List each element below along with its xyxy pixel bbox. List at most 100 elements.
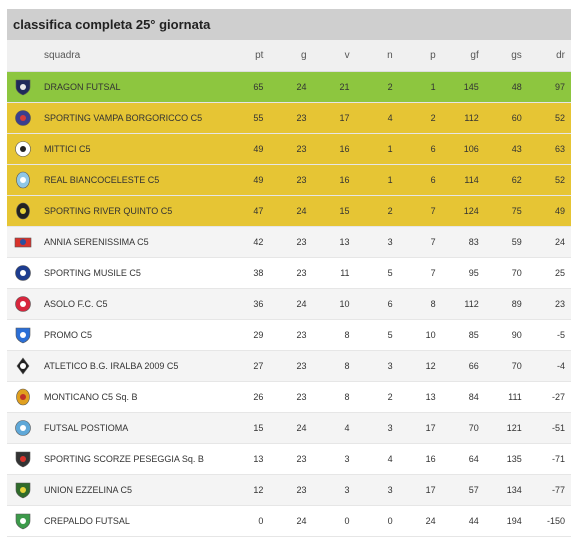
team-logo-cell <box>7 257 39 289</box>
team-name[interactable]: SPORTING MUSILE C5 <box>38 257 227 289</box>
ezzelina-badge-icon <box>15 482 30 498</box>
stat-pt: 12 <box>226 474 270 506</box>
stat-gs: 62 <box>484 164 528 196</box>
stat-pt: 26 <box>226 381 270 413</box>
table-row[interactable]: SPORTING SCORZE PESEGGIA Sq. B 13 23 3 4 16 64… <box>7 443 571 475</box>
team-name[interactable]: DRAGON FUTSAL <box>38 71 227 103</box>
stat-n: 3 <box>355 226 399 258</box>
stat-p: 1 <box>398 71 442 103</box>
team-logo-cell <box>7 164 39 196</box>
header-dr[interactable]: dr <box>527 40 571 72</box>
table-row[interactable]: SPORTING VAMPA BORGORICCO C5 55 23 17 4 2 112 6… <box>7 102 571 134</box>
stat-gf: 44 <box>441 505 485 537</box>
team-name[interactable]: MITTICI C5 <box>38 133 227 165</box>
table-row[interactable]: SPORTING MUSILE C5 38 23 11 5 7 95 70 25 <box>7 257 571 289</box>
stat-g: 24 <box>269 71 313 103</box>
header-pt[interactable]: pt <box>226 40 270 72</box>
table-row[interactable]: ANNIA SERENISSIMA C5 42 23 13 3 7 83 59 24 <box>7 226 571 258</box>
team-name[interactable]: REAL BIANCOCELESTE C5 <box>38 164 227 196</box>
stat-pt: 36 <box>226 288 270 320</box>
team-name[interactable]: ANNIA SERENISSIMA C5 <box>38 226 227 258</box>
header-v[interactable]: v <box>312 40 356 72</box>
musile-badge-icon <box>14 264 31 281</box>
team-name[interactable]: SPORTING VAMPA BORGORICCO C5 <box>38 102 227 134</box>
stat-n: 1 <box>355 164 399 196</box>
stat-pt: 29 <box>226 319 270 351</box>
stat-g: 24 <box>269 412 313 444</box>
stat-p: 7 <box>398 195 442 227</box>
table-row[interactable]: MITTICI C5 49 23 16 1 6 106 43 63 <box>7 133 571 165</box>
stat-p: 6 <box>398 164 442 196</box>
stat-v: 17 <box>312 102 356 134</box>
team-name[interactable]: ASOLO F.C. C5 <box>38 288 227 320</box>
stat-dr: 23 <box>527 288 571 320</box>
team-name[interactable]: SPORTING RIVER QUINTO C5 <box>38 195 227 227</box>
stat-dr: 24 <box>527 226 571 258</box>
stat-n: 0 <box>355 505 399 537</box>
stat-dr: 49 <box>527 195 571 227</box>
header-p[interactable]: p <box>398 40 442 72</box>
stat-gf: 83 <box>441 226 485 258</box>
team-logo-cell <box>7 350 39 382</box>
header-logo-cell <box>7 40 39 72</box>
stat-v: 21 <box>312 71 356 103</box>
table-row[interactable]: PROMO C5 29 23 8 5 10 85 90 -5 <box>7 319 571 351</box>
table-row[interactable]: REAL BIANCOCELESTE C5 49 23 16 1 6 114 62 52 <box>7 164 571 196</box>
table-row[interactable]: UNION EZZELINA C5 12 23 3 3 17 57 134 -77 <box>7 474 571 506</box>
stat-v: 0 <box>312 505 356 537</box>
header-squadra[interactable]: squadra <box>38 40 227 72</box>
header-g[interactable]: g <box>269 40 313 72</box>
stat-gs: 194 <box>484 505 528 537</box>
crepaldo-badge-icon <box>15 513 30 529</box>
team-logo-cell <box>7 226 39 258</box>
table-row[interactable]: ATLETICO B.G. IRALBA 2009 C5 27 23 8 3 12 66 70… <box>7 350 571 382</box>
stat-pt: 0 <box>226 505 270 537</box>
team-name[interactable]: ATLETICO B.G. IRALBA 2009 C5 <box>38 350 227 382</box>
team-name[interactable]: MONTICANO C5 Sq. B <box>38 381 227 413</box>
table-row[interactable]: CREPALDO FUTSAL 0 24 0 0 24 44 194 -150 <box>7 505 571 537</box>
stat-pt: 13 <box>226 443 270 475</box>
team-name[interactable]: SPORTING SCORZE PESEGGIA Sq. B <box>38 443 227 475</box>
table-row[interactable]: MONTICANO C5 Sq. B 26 23 8 2 13 84 111 -27 <box>7 381 571 413</box>
header-gs[interactable]: gs <box>484 40 528 72</box>
river-quinto-badge-icon <box>15 202 30 219</box>
table-row[interactable]: SPORTING RIVER QUINTO C5 47 24 15 2 7 124 75 49 <box>7 195 571 227</box>
stat-gs: 89 <box>484 288 528 320</box>
stat-p: 24 <box>398 505 442 537</box>
biancoceleste-badge-icon <box>15 171 30 188</box>
stat-dr: -5 <box>527 319 571 351</box>
header-n[interactable]: n <box>355 40 399 72</box>
table-row[interactable]: DRAGON FUTSAL 65 24 21 2 1 145 48 97 <box>7 71 571 103</box>
stat-pt: 65 <box>226 71 270 103</box>
stat-n: 4 <box>355 443 399 475</box>
stat-v: 15 <box>312 195 356 227</box>
table-row[interactable]: ASOLO F.C. C5 36 24 10 6 8 112 89 23 <box>7 288 571 320</box>
stat-gs: 75 <box>484 195 528 227</box>
stat-dr: 52 <box>527 164 571 196</box>
stat-v: 13 <box>312 226 356 258</box>
stat-dr: -27 <box>527 381 571 413</box>
team-logo-cell <box>7 319 39 351</box>
header-gf[interactable]: gf <box>441 40 485 72</box>
stat-gs: 70 <box>484 350 528 382</box>
stat-g: 23 <box>269 474 313 506</box>
stat-gs: 70 <box>484 257 528 289</box>
stat-n: 1 <box>355 133 399 165</box>
stat-gs: 90 <box>484 319 528 351</box>
team-logo-cell <box>7 195 39 227</box>
postioma-badge-icon <box>14 419 31 436</box>
stat-gs: 43 <box>484 133 528 165</box>
team-name[interactable]: PROMO C5 <box>38 319 227 351</box>
stat-gs: 48 <box>484 71 528 103</box>
team-name[interactable]: FUTSAL POSTIOMA <box>38 412 227 444</box>
stat-p: 7 <box>398 226 442 258</box>
stat-dr: 97 <box>527 71 571 103</box>
team-name[interactable]: UNION EZZELINA C5 <box>38 474 227 506</box>
team-name[interactable]: CREPALDO FUTSAL <box>38 505 227 537</box>
stat-g: 23 <box>269 381 313 413</box>
vampa-badge-icon <box>14 109 31 126</box>
table-row[interactable]: FUTSAL POSTIOMA 15 24 4 3 17 70 121 -51 <box>7 412 571 444</box>
team-logo-cell <box>7 443 39 475</box>
stat-dr: -77 <box>527 474 571 506</box>
stat-dr: -150 <box>527 505 571 537</box>
